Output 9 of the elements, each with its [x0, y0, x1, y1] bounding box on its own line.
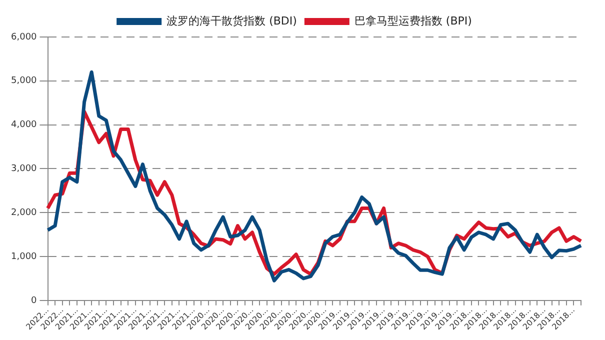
y-tick-label: 2,000	[11, 208, 38, 218]
legend-label: 波罗的海干散货指数 (BDI)	[166, 14, 297, 28]
legend-label: 巴拿马型运费指数 (BPI)	[354, 14, 472, 28]
y-tick-label: 3,000	[11, 164, 38, 174]
y-tick-label: 5,000	[11, 76, 38, 86]
y-tick-label: 0	[31, 296, 38, 306]
y-tick-label: 6,000	[11, 32, 38, 42]
y-tick-label: 4,000	[11, 120, 38, 130]
y-tick-label: 1,000	[11, 252, 38, 262]
